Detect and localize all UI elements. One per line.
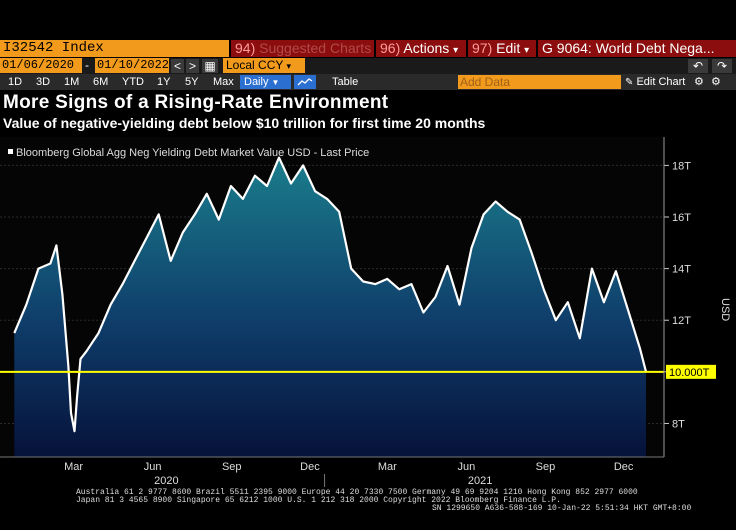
suggested-charts-button[interactable]: 94) Suggested Charts	[231, 40, 374, 57]
ticker-field[interactable]: I32542 Index	[0, 40, 229, 57]
x-year-label: 2020	[154, 475, 178, 487]
actions-num: 96)	[380, 40, 401, 56]
currency-value: Local CCY	[226, 58, 284, 72]
chart-title-label: G 9064: World Debt Nega...	[542, 40, 715, 56]
end-date-value: 01/10/2022	[97, 58, 170, 72]
start-date-input[interactable]: 01/06/2020	[0, 58, 82, 73]
footer: Australia 61 2 9777 8600 Brazil 5511 239…	[0, 488, 736, 530]
threshold-label-box	[666, 364, 716, 379]
footer-line-3: SN 1299650 A636-588-169 10-Jan-22 5:51:3…	[432, 504, 692, 513]
chevron-down-icon: ▾	[453, 45, 459, 56]
edit-label: Edit	[496, 40, 521, 56]
series-area	[14, 157, 647, 457]
threshold-label: 10.000T	[666, 364, 716, 379]
edit-chart-label: Edit Chart	[636, 76, 686, 88]
range-3d[interactable]: 3D	[36, 76, 51, 88]
add-data-input[interactable]: Add Data	[458, 75, 621, 89]
actions-label: Actions	[403, 40, 450, 56]
footer-line-2: Japan 81 3 4565 8900 Singapore 65 6212 1…	[76, 496, 561, 505]
gear-icon[interactable]: ⚙	[711, 76, 721, 88]
ticker-label: I32542 Index	[3, 40, 104, 56]
x-tick-label: Dec	[300, 461, 320, 473]
chart-svg: 8T10T12T14T16T18T MarJunSepDecMarJunSepD…	[0, 137, 736, 487]
chart-title-tab[interactable]: G 9064: World Debt Nega...	[538, 40, 736, 57]
undo-icon: ↶	[692, 59, 704, 73]
range-5y[interactable]: 5Y	[185, 76, 199, 88]
start-date-value: 01/06/2020	[2, 58, 75, 72]
range-1m[interactable]: 1M	[64, 76, 80, 88]
pencil-icon: ✎	[625, 77, 634, 88]
x-axis: Mar Jun Sep Dec Mar Jun Sep Dec 2020 2021	[0, 456, 664, 487]
end-date-input[interactable]: 01/10/2022	[95, 58, 169, 73]
axis-panel	[664, 137, 736, 457]
y-tick-label: 8T	[672, 418, 685, 430]
redo-button[interactable]: ↷	[712, 59, 732, 73]
frequency-value: Daily	[244, 76, 269, 88]
x-tick-label: Sep	[222, 461, 242, 473]
x-tick-label: Mar	[64, 461, 83, 473]
y-tick-label: 18T	[672, 160, 691, 172]
y-tick-label: 12T	[672, 315, 691, 327]
x-tick-label: Sep	[536, 461, 556, 473]
calendar-button[interactable]: ▦	[202, 59, 218, 73]
footer-line-1: Australia 61 2 9777 8600 Brazil 5511 239…	[76, 488, 638, 497]
chevron-down-icon: ▾	[286, 61, 292, 71]
frequency-select[interactable]: Daily ▼	[240, 75, 291, 89]
redo-icon: ↷	[716, 59, 728, 73]
edit-menu[interactable]: 97) Edit ▾	[468, 40, 536, 57]
y-axis-label: USD	[719, 298, 731, 321]
undo-button[interactable]: ↶	[688, 59, 708, 73]
legend: Bloomberg Global Agg Neg Yielding Debt M…	[8, 147, 369, 159]
actions-menu[interactable]: 96) Actions ▾	[376, 40, 466, 57]
chart-view-button[interactable]	[294, 75, 316, 89]
add-data-placeholder: Add Data	[460, 75, 511, 89]
range-6m[interactable]: 6M	[93, 76, 109, 88]
date-separator: -	[85, 58, 89, 72]
range-1d[interactable]: 1D	[8, 76, 23, 88]
gear-icon[interactable]: ⚙	[694, 76, 704, 88]
edit-num: 97)	[472, 40, 493, 56]
chart-area: 8T10T12T14T16T18T MarJunSepDecMarJunSepD…	[0, 137, 736, 490]
x-tick-label: Jun	[457, 461, 475, 473]
x-tick-label: Mar	[378, 461, 397, 473]
chevron-down-icon: ▾	[524, 45, 530, 56]
prev-period-button[interactable]: <	[171, 59, 184, 73]
threshold-label-text: 10.000T	[669, 367, 710, 379]
chart-title: More Signs of a Rising-Rate Environment	[3, 92, 389, 113]
suggested-label: Suggested Charts	[259, 40, 372, 56]
range-ytd[interactable]: YTD	[122, 76, 144, 88]
date-bar	[0, 58, 736, 74]
suggested-num: 94)	[235, 40, 256, 56]
legend-swatch	[8, 149, 13, 154]
next-period-button[interactable]: >	[186, 59, 199, 73]
line-chart-icon	[297, 78, 313, 86]
chart-subtitle: Value of negative-yielding debt below $1…	[3, 115, 486, 131]
chevron-down-icon: ▼	[271, 78, 280, 87]
edit-chart-button[interactable]: ✎ Edit Chart	[625, 74, 685, 91]
legend-label: Bloomberg Global Agg Neg Yielding Debt M…	[16, 147, 369, 159]
chevron-right-icon: >	[188, 59, 196, 73]
currency-select[interactable]: Local CCY ▾	[223, 58, 305, 73]
table-tab[interactable]: Table	[332, 76, 359, 88]
range-max[interactable]: Max	[213, 76, 234, 88]
x-tick-label: Jun	[144, 461, 162, 473]
y-tick-label: 16T	[672, 212, 691, 224]
calendar-icon: ▦	[204, 59, 216, 73]
y-tick-label: 14T	[672, 264, 691, 276]
x-year-label: 2021	[468, 475, 492, 487]
x-tick-label: Dec	[614, 461, 634, 473]
chevron-left-icon: <	[173, 59, 181, 73]
range-1y[interactable]: 1Y	[157, 76, 171, 88]
